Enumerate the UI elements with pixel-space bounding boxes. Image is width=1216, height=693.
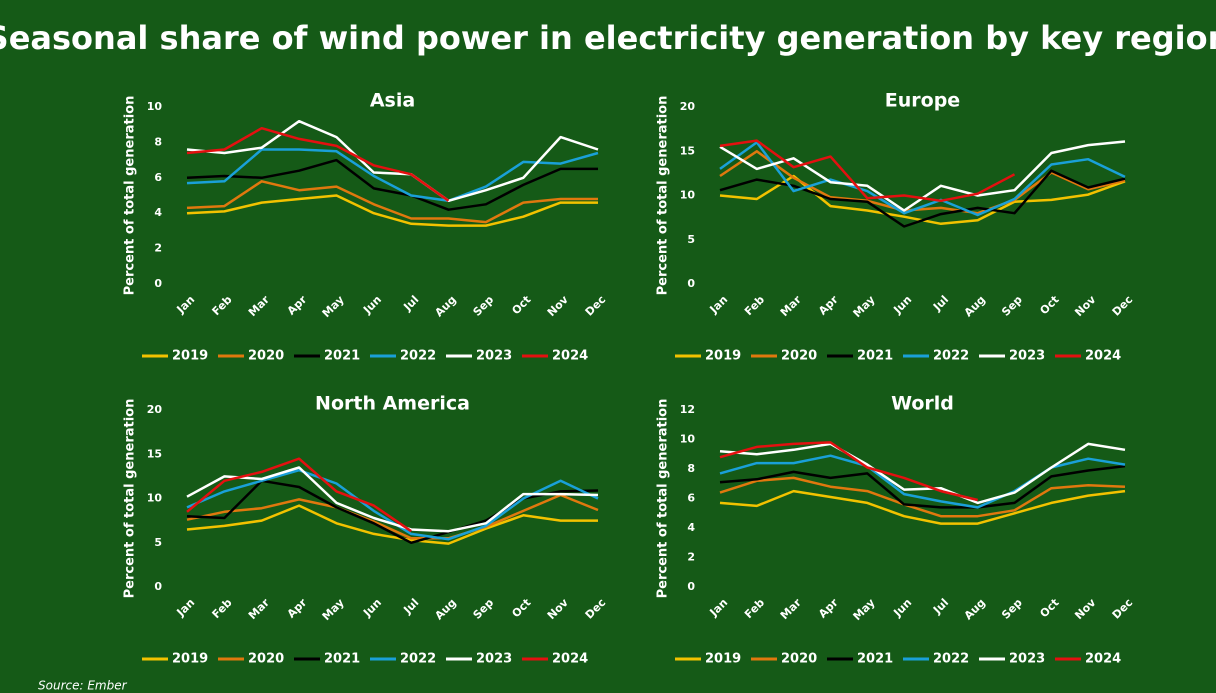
legend-label: 2021 xyxy=(857,652,893,667)
legend-label: 2020 xyxy=(248,349,284,364)
y-tick-label: 5 xyxy=(687,233,695,246)
y-tick-label: 20 xyxy=(147,403,163,416)
series-line xyxy=(719,476,1126,518)
legend-label: 2024 xyxy=(552,349,588,364)
series-line xyxy=(186,479,599,545)
series-line xyxy=(719,150,1126,215)
y-tick-label: 12 xyxy=(680,403,695,416)
y-tick-label: 6 xyxy=(687,492,695,505)
legend-label: 2022 xyxy=(933,652,969,667)
y-tick-label: 2 xyxy=(687,551,695,564)
series-line xyxy=(186,148,599,203)
legend-label: 2019 xyxy=(705,349,741,364)
legend-label: 2023 xyxy=(1009,652,1045,667)
y-tick-label: 10 xyxy=(147,100,163,113)
y-axis-label: Percent of total generation xyxy=(656,399,671,599)
panel-title: Asia xyxy=(370,90,415,112)
legend-label: 2022 xyxy=(400,652,436,667)
y-tick-label: 4 xyxy=(154,206,162,219)
series-line xyxy=(186,504,598,545)
series-line xyxy=(186,466,599,533)
legend-label: 2020 xyxy=(248,652,284,667)
y-tick-label: 5 xyxy=(154,536,162,549)
y-tick-label: 10 xyxy=(680,189,696,202)
legend-label: 2023 xyxy=(476,349,512,364)
series-line xyxy=(186,194,598,227)
legend-label: 2024 xyxy=(1085,349,1121,364)
legend-label: 2019 xyxy=(172,349,208,364)
series-line xyxy=(186,180,598,224)
series-line xyxy=(186,126,450,202)
source: Source: Ember xyxy=(38,679,128,693)
y-axis-label: Percent of total generation xyxy=(656,96,671,296)
legend-label: 2024 xyxy=(552,652,588,667)
panel-title: World xyxy=(891,393,954,415)
series-line xyxy=(719,464,1126,509)
y-tick-label: 20 xyxy=(680,100,696,113)
panel-title: North America xyxy=(315,393,470,415)
legend-label: 2021 xyxy=(324,652,360,667)
y-tick-label: 15 xyxy=(147,447,162,460)
y-tick-label: 15 xyxy=(680,144,695,157)
legend-label: 2020 xyxy=(781,349,817,364)
legend-label: 2022 xyxy=(933,349,969,364)
series-line xyxy=(186,457,412,533)
legend-label: 2024 xyxy=(1085,652,1121,667)
y-tick-label: 6 xyxy=(154,171,162,184)
legend-label: 2021 xyxy=(857,349,893,364)
series-line xyxy=(719,454,1126,509)
legend-label: 2023 xyxy=(1009,349,1045,364)
y-tick-label: 2 xyxy=(154,242,162,255)
series-line xyxy=(186,468,599,541)
series-line xyxy=(719,441,978,502)
legend-label: 2020 xyxy=(781,652,817,667)
y-axis-label: Percent of total generation xyxy=(123,399,138,599)
series-line xyxy=(719,139,1016,203)
y-tick-label: 0 xyxy=(687,277,695,290)
page-title: Seasonal share of wind power in electric… xyxy=(0,19,1216,57)
series-line xyxy=(186,119,599,203)
series-line xyxy=(186,493,599,540)
series-line xyxy=(719,141,1126,217)
y-tick-label: 8 xyxy=(154,135,162,148)
legend-label: 2019 xyxy=(172,652,208,667)
y-axis-label: Percent of total generation xyxy=(123,96,138,296)
legend-label: 2023 xyxy=(476,652,512,667)
y-tick-label: 4 xyxy=(687,521,695,534)
y-tick-label: 0 xyxy=(687,580,695,593)
series-line xyxy=(186,158,598,211)
legend-label: 2021 xyxy=(324,349,360,364)
legend-label: 2019 xyxy=(705,652,741,667)
legend-label: 2022 xyxy=(400,349,436,364)
y-tick-label: 0 xyxy=(154,580,162,593)
panel-title: Europe xyxy=(885,90,960,112)
y-tick-label: 8 xyxy=(687,462,695,475)
y-tick-label: 0 xyxy=(154,277,162,290)
series-line xyxy=(719,442,1126,505)
y-tick-label: 10 xyxy=(147,492,163,505)
y-tick-label: 10 xyxy=(680,433,696,446)
series-line xyxy=(719,489,1126,525)
